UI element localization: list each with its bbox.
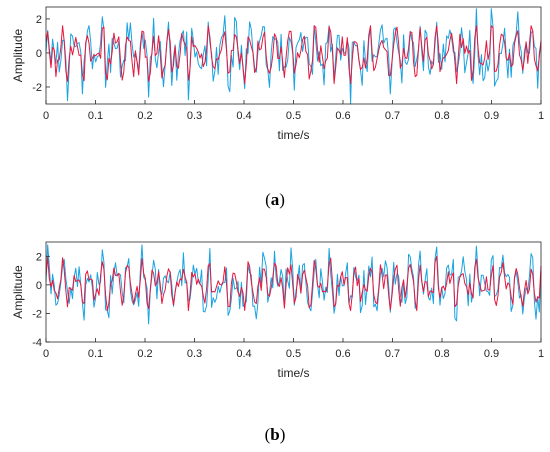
y-tick-label: -2 — [32, 82, 42, 94]
x-tick-label: 0.4 — [236, 110, 251, 122]
x-tick-label: 0 — [43, 110, 49, 122]
y-tick-label: 2 — [36, 251, 42, 263]
y-tick-label: 2 — [36, 14, 42, 26]
caption-b: (b) — [0, 425, 550, 445]
x-tick-label: 0.9 — [484, 348, 499, 360]
x-tick-label: 0.1 — [88, 110, 103, 122]
y-axis-label: Amplitude — [11, 265, 25, 319]
caption-b-letter: b — [270, 425, 280, 444]
caption-a-open: ( — [265, 190, 271, 209]
x-tick-label: 0.3 — [187, 110, 202, 122]
chart-panel-b: 0 0.1 0.2 0.3 0.4 0.5 0.6 0.7 0.8 0.9 1 -4 -2 0 2 time/… — [11, 241, 544, 380]
x-tick-label: 0.8 — [434, 348, 449, 360]
x-tick-label: 0.6 — [335, 348, 350, 360]
series-line-blue — [45, 8, 542, 105]
series-line-red — [45, 255, 542, 312]
chart-panel-a: 0 0.1 0.2 0.3 0.4 0.5 0.6 0.7 0.8 0.9 1 -2 0 2 time/s A… — [11, 6, 544, 142]
x-tick-label: 0.2 — [137, 110, 152, 122]
y-tick-label: -4 — [32, 337, 42, 349]
x-tick-label: 0.7 — [385, 348, 400, 360]
x-tick-label: 0.5 — [286, 110, 301, 122]
y-tick-label: -2 — [32, 308, 42, 320]
x-tick-label: 0.8 — [434, 110, 449, 122]
x-tick-label: 0.1 — [88, 348, 103, 360]
x-tick-label: 0.5 — [286, 348, 301, 360]
y-tick-label: 0 — [36, 48, 42, 60]
x-tick-label: 0.7 — [385, 110, 400, 122]
caption-a-close: ) — [279, 190, 285, 209]
x-axis-label: time/s — [277, 366, 309, 380]
caption-b-open: ( — [264, 425, 271, 444]
x-tick-label: 0.9 — [484, 110, 499, 122]
caption-a-letter: a — [270, 190, 280, 209]
x-tick-label: 1 — [538, 348, 544, 360]
x-tick-label: 0.4 — [236, 348, 251, 360]
x-tick-label: 0 — [43, 348, 49, 360]
y-axis-label: Amplitude — [11, 29, 25, 83]
x-tick-label: 1 — [538, 110, 544, 122]
x-tick-label: 0.3 — [187, 348, 202, 360]
x-tick-label: 0.2 — [137, 348, 152, 360]
x-tick-label: 0.6 — [335, 110, 350, 122]
series-line-red — [45, 25, 542, 85]
caption-b-close: ) — [279, 425, 286, 444]
x-axis-label: time/s — [277, 128, 309, 142]
caption-a: (a) — [0, 190, 550, 210]
y-tick-label: 0 — [36, 280, 42, 292]
series-line-blue — [45, 244, 542, 325]
